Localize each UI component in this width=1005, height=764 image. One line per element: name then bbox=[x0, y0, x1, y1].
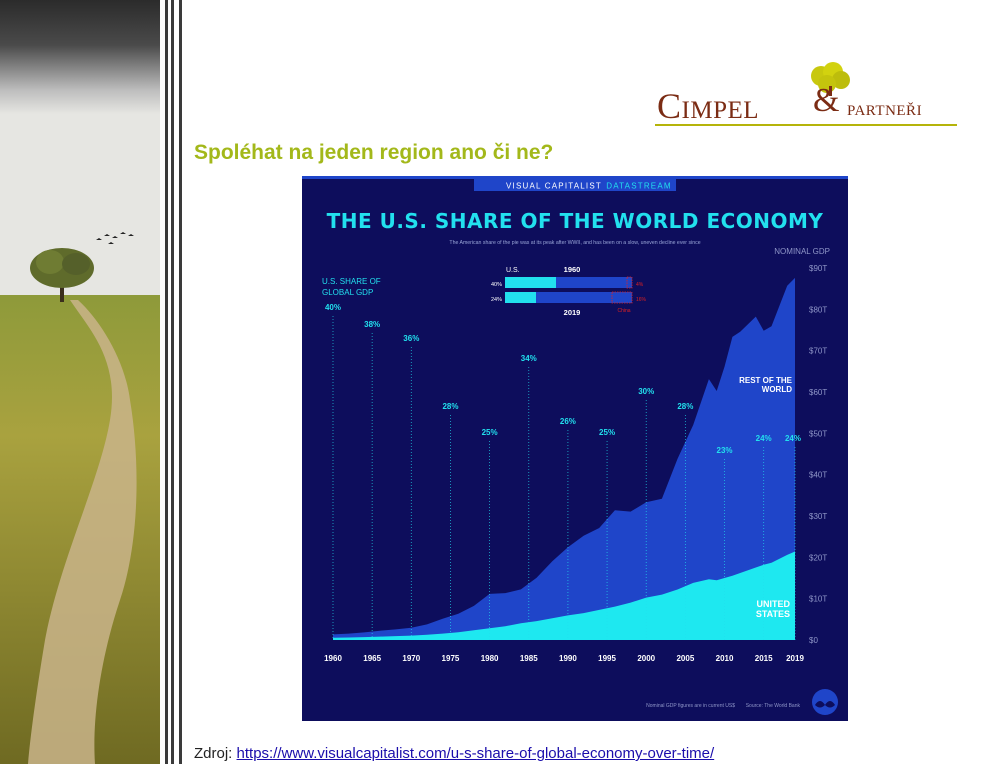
x-tick-label: 1965 bbox=[363, 654, 381, 663]
footnote-source: Source: The World Bank bbox=[746, 703, 801, 709]
logo-main: Cimpel bbox=[657, 86, 760, 126]
share-label: 34% bbox=[521, 354, 537, 363]
banner-line bbox=[302, 176, 848, 179]
x-tick-label: 1985 bbox=[520, 654, 538, 663]
y-tick-label: $60T bbox=[809, 388, 827, 397]
us-share-chart: VISUAL CAPITALIST DATASTREAM THE U.S. SH… bbox=[302, 176, 848, 715]
nominal-gdp-label: NOMINAL GDP bbox=[774, 247, 830, 256]
inset-year-2019: 2019 bbox=[564, 308, 581, 317]
inset-china-share-2019: 16% bbox=[636, 297, 647, 303]
inset-china-share-1960: 4% bbox=[636, 282, 644, 288]
share-label: 24% bbox=[756, 434, 772, 443]
side-photo bbox=[0, 0, 160, 764]
share-label: 30% bbox=[638, 387, 654, 396]
rest-label-line2: WORLD bbox=[762, 385, 792, 394]
share-label: 36% bbox=[403, 334, 419, 343]
x-tick-label: 2005 bbox=[676, 654, 694, 663]
inset-china-label: China bbox=[617, 308, 630, 314]
slide-title: Spoléhat na jeden region ano či ne? bbox=[194, 141, 554, 164]
x-tick-label: 2000 bbox=[637, 654, 655, 663]
us-label-line2: STATES bbox=[756, 609, 790, 619]
company-logo: Cimpel & partneři bbox=[655, 62, 957, 130]
divider-line bbox=[171, 0, 174, 764]
inset-comparison: U.S. 1960 40% 4% 24% 16% 2019 China bbox=[491, 265, 647, 317]
banner-right: DATASTREAM bbox=[606, 182, 671, 191]
x-tick-label: 2019 bbox=[786, 654, 804, 663]
source-prefix: Zdroj: bbox=[194, 745, 233, 762]
y-tick-label: $0 bbox=[809, 636, 818, 645]
visual-capitalist-logo-icon bbox=[812, 689, 838, 715]
footnote: Nominal GDP figures are in current US$ bbox=[646, 703, 735, 709]
x-tick-label: 1990 bbox=[559, 654, 577, 663]
source-line: Zdroj: https://www.visualcapitalist.com/… bbox=[194, 745, 714, 762]
share-label: 26% bbox=[560, 417, 576, 426]
y-tick-label: $50T bbox=[809, 429, 827, 438]
inset-bar-2019 bbox=[505, 292, 632, 303]
rest-of-world-area bbox=[333, 277, 795, 640]
chart-subtitle: The American share of the pie was at its… bbox=[449, 240, 700, 246]
share-label: 38% bbox=[364, 320, 380, 329]
share-label: 25% bbox=[482, 428, 498, 437]
y-tick-label: $90T bbox=[809, 264, 827, 273]
inset-year-1960: 1960 bbox=[564, 265, 581, 274]
inset-bar-us-1960 bbox=[505, 277, 556, 288]
inset-bar-us-2019 bbox=[505, 292, 536, 303]
inset-bar-1960 bbox=[505, 277, 632, 288]
share-label-line1: U.S. SHARE OF bbox=[322, 277, 381, 286]
y-tick-label: $70T bbox=[809, 347, 827, 356]
share-label: 40% bbox=[325, 303, 341, 312]
x-tick-label: 2015 bbox=[755, 654, 773, 663]
rest-label-line1: REST OF THE bbox=[739, 376, 793, 385]
inset-china-2019 bbox=[611, 291, 633, 304]
y-tick-label: $30T bbox=[809, 512, 827, 521]
share-label: 25% bbox=[599, 428, 615, 437]
plot-area: $0 $10T $20T $30T $40T $50T $60T $70T $80T $90T 40… bbox=[324, 264, 827, 663]
x-tick-label: 1960 bbox=[324, 654, 342, 663]
united-states-area bbox=[333, 551, 795, 640]
strip-gap bbox=[160, 0, 165, 764]
logo-tree-icon bbox=[811, 62, 850, 96]
chart-title: THE U.S. SHARE OF THE WORLD ECONOMY bbox=[327, 209, 824, 233]
infographic: VISUAL CAPITALIST DATASTREAM THE U.S. SH… bbox=[302, 176, 848, 721]
source-link[interactable]: https://www.visualcapitalist.com/u-s-sha… bbox=[236, 745, 715, 762]
logo-ampersand: & bbox=[813, 82, 840, 119]
share-label: 28% bbox=[677, 402, 693, 411]
x-tick-label: 1975 bbox=[442, 654, 460, 663]
divider-line bbox=[179, 0, 182, 764]
us-label-line1: UNITED bbox=[757, 599, 791, 609]
y-tick-label: $40T bbox=[809, 471, 827, 480]
landscape-image bbox=[0, 0, 160, 764]
y-tick-label: $10T bbox=[809, 595, 827, 604]
x-tick-label: 2010 bbox=[716, 654, 734, 663]
inset-us-label: U.S. bbox=[506, 267, 520, 274]
inset-share-1960: 40% bbox=[491, 282, 502, 288]
share-label: 28% bbox=[442, 402, 458, 411]
divider-line bbox=[165, 0, 168, 764]
y-tick-label: $20T bbox=[809, 553, 827, 562]
banner-box bbox=[474, 179, 676, 191]
logo-partneri: partneři bbox=[847, 95, 923, 120]
x-tick-label: 1970 bbox=[402, 654, 420, 663]
inset-china-1960 bbox=[626, 276, 633, 289]
logo-underline bbox=[655, 124, 957, 126]
x-tick-label: 1995 bbox=[598, 654, 616, 663]
share-label: 24% bbox=[785, 434, 801, 443]
inset-share-2019: 24% bbox=[491, 297, 502, 303]
y-tick-label: $80T bbox=[809, 305, 827, 314]
banner-left: VISUAL CAPITALIST bbox=[506, 182, 602, 191]
x-tick-label: 1980 bbox=[481, 654, 499, 663]
share-label: 23% bbox=[717, 446, 733, 455]
share-label-line2: GLOBAL GDP bbox=[322, 288, 373, 297]
